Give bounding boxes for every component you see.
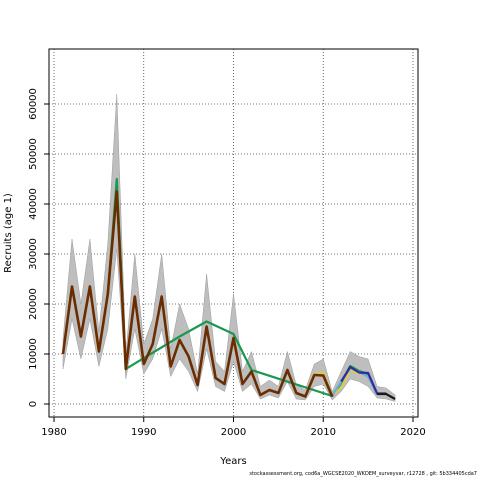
y-tick-label: 0 — [28, 401, 39, 407]
y-axis: 0 10000 20000 30000 40000 50000 60000 — [28, 88, 49, 407]
y-tick-label: 40000 — [28, 188, 39, 220]
confidence-band — [62, 93, 396, 402]
footnote: stockassessment.org, cod6a_WGCSE2020_WKD… — [249, 471, 477, 477]
confidence-band-layer — [62, 93, 396, 402]
y-axis-title: Recruits (age 1) — [3, 193, 14, 273]
series-layer — [61, 177, 396, 400]
series-line-0 — [61, 190, 334, 398]
x-tick-label: 2000 — [221, 427, 246, 438]
y-tick-label: 30000 — [28, 238, 39, 270]
y-tick-label: 60000 — [28, 88, 39, 120]
x-tick-label: 2020 — [400, 427, 425, 438]
x-tick-label: 1990 — [131, 427, 156, 438]
y-tick-label: 10000 — [28, 338, 39, 370]
x-axis-title: Years — [219, 456, 246, 467]
y-tick-label: 20000 — [28, 288, 39, 320]
x-tick-label: 1980 — [41, 427, 66, 438]
x-tick-label: 2010 — [311, 427, 336, 438]
series-line-5 — [377, 392, 396, 400]
y-tick-label: 50000 — [28, 138, 39, 170]
x-axis: 1980 1990 2000 2010 2020 — [41, 417, 426, 438]
